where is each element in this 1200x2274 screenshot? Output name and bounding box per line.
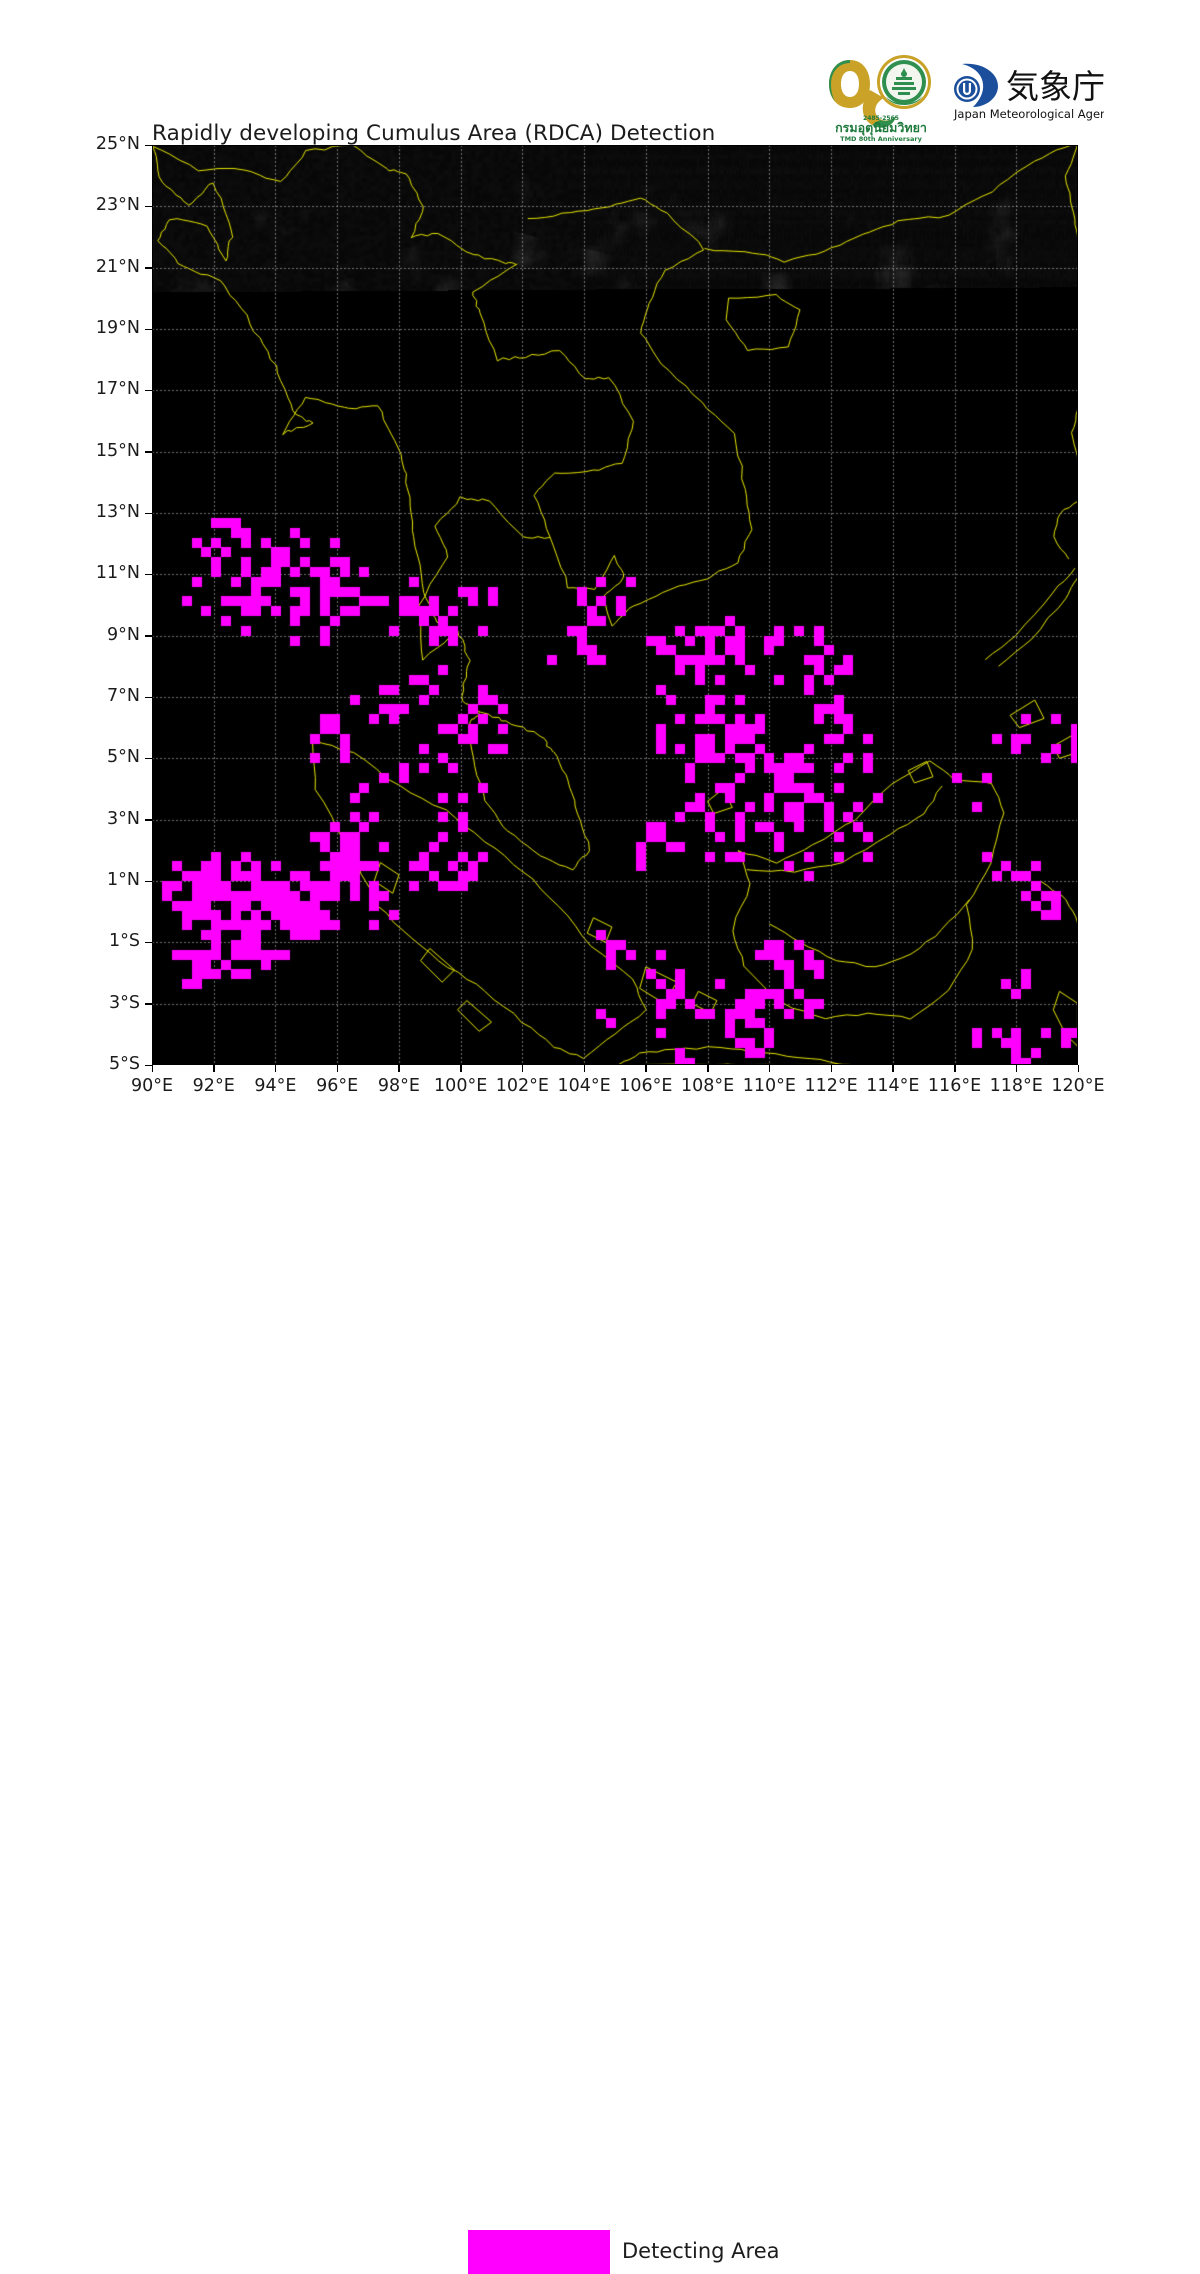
satellite-imagery-canvas[interactable]: [152, 145, 1078, 1065]
lon-tick: [460, 1065, 462, 1072]
lat-tick: [145, 941, 152, 944]
lat-tick-label: 15°N: [95, 440, 140, 461]
page-header: Rapidly developing Cumulus Area (RDCA) D…: [0, 0, 1200, 329]
lon-tick: [213, 1065, 215, 1072]
lon-tick-label: 94°E: [254, 1076, 297, 1096]
svg-text:2485-2565: 2485-2565: [863, 115, 899, 122]
lat-tick: [145, 819, 152, 821]
lat-tick-label: 11°N: [95, 563, 140, 584]
lat-tick-label: 23°N: [95, 195, 140, 216]
satellite-map-plot[interactable]: [152, 145, 1078, 1065]
title-line-product: Rapidly developing Cumulus Area (RDCA) D…: [152, 121, 716, 146]
tmd-80th-anniversary-logo: 2485-2565 กรมอุตุนิยมวิทยา TMD 80th Anni…: [820, 46, 942, 144]
svg-text:กรมอุตุนิยมวิทยา: กรมอุตุนิยมวิทยา: [835, 120, 927, 136]
lat-tick-label: 5°N: [107, 747, 140, 768]
svg-text:Japan Meteorological Agency: Japan Meteorological Agency: [953, 107, 1104, 121]
lat-tick-label: 3°S: [109, 992, 140, 1013]
lon-tick: [892, 1065, 894, 1072]
lon-tick-label: 90°E: [130, 1076, 174, 1096]
lon-tick-label: 116°E: [927, 1076, 982, 1096]
detecting-area-swatch: [468, 2230, 610, 2274]
lon-tick: [398, 1065, 400, 1072]
lon-tick-label: 102°E: [495, 1076, 549, 1096]
lat-tick: [145, 880, 152, 882]
lat-tick-label: 9°N: [107, 624, 140, 645]
lat-tick-label: 1°N: [107, 870, 140, 890]
lon-tick: [707, 1065, 709, 1072]
lon-tick: [521, 1065, 524, 1072]
lon-tick: [645, 1065, 647, 1072]
lat-tick: [145, 451, 152, 453]
lon-tick-label: 100°E: [434, 1076, 488, 1096]
lat-tick: [145, 205, 152, 208]
lat-tick: [145, 144, 152, 146]
lon-tick: [336, 1065, 339, 1072]
lat-tick: [145, 389, 152, 392]
logo-bar: 2485-2565 กรมอุตุนิยมวิทยา TMD 80th Anni…: [812, 44, 1104, 144]
lon-tick-label: 118°E: [989, 1076, 1043, 1096]
lat-tick: [145, 328, 152, 330]
japan-meteorological-agency-logo: 気象庁 Japan Meteorological Agency: [952, 56, 1104, 128]
lat-tick-label: 7°N: [107, 686, 140, 706]
lon-tick-label: 120°E: [1051, 1076, 1105, 1096]
lat-tick: [145, 1003, 152, 1005]
lat-tick-label: 1°S: [109, 931, 140, 952]
lat-tick-label: 13°N: [95, 502, 140, 522]
jma-english-text: Japan Meteorological Agency: [953, 107, 1104, 121]
lon-tick-label: 106°E: [619, 1076, 673, 1096]
lon-tick-label: 96°E: [316, 1076, 359, 1096]
lat-tick-label: 17°N: [95, 379, 140, 400]
lat-tick-label: 5°S: [109, 1054, 140, 1074]
lon-tick-label: 114°E: [866, 1076, 920, 1096]
svg-text:TMD 80th Anniversary: TMD 80th Anniversary: [840, 135, 922, 143]
tmd-logo-text: 2485-2565 กรมอุตุนิยมวิทยา TMD 80th Anni…: [835, 115, 927, 143]
jma-kanji-text: 気象庁: [1006, 67, 1104, 106]
lon-tick: [151, 1065, 153, 1072]
lat-tick: [145, 696, 152, 698]
lon-tick: [274, 1065, 277, 1072]
lat-tick: [145, 512, 152, 514]
lon-tick: [768, 1065, 771, 1072]
lat-tick-label: 25°N: [95, 134, 140, 154]
lon-tick-label: 98°E: [377, 1076, 420, 1096]
lon-tick: [583, 1065, 586, 1072]
lat-tick: [145, 573, 152, 576]
lon-tick: [954, 1065, 956, 1072]
lon-tick: [830, 1065, 833, 1072]
lon-tick-label: 112°E: [804, 1076, 858, 1096]
lon-tick: [1077, 1065, 1079, 1072]
lon-tick-label: 104°E: [557, 1076, 611, 1096]
lat-tick: [145, 1064, 152, 1066]
lat-tick-label: 21°N: [95, 256, 140, 277]
lon-tick-label: 108°E: [680, 1076, 735, 1096]
jma-swoosh-icon: [954, 63, 998, 107]
lat-tick: [145, 267, 152, 269]
lon-tick: [1015, 1065, 1018, 1072]
lat-tick-label: 19°N: [95, 318, 140, 338]
lon-tick-label: 92°E: [192, 1076, 235, 1096]
tmd-80-mark: [829, 55, 931, 128]
lon-tick-label: 110°E: [742, 1076, 796, 1096]
lat-tick: [145, 757, 152, 760]
svg-text:気象庁: 気象庁: [1006, 67, 1104, 106]
map-legend: Detecting Area: [0, 1108, 1200, 2274]
lat-tick: [145, 635, 152, 637]
lat-tick-label: 3°N: [107, 808, 140, 829]
detecting-area-label: Detecting Area: [622, 2239, 780, 2263]
